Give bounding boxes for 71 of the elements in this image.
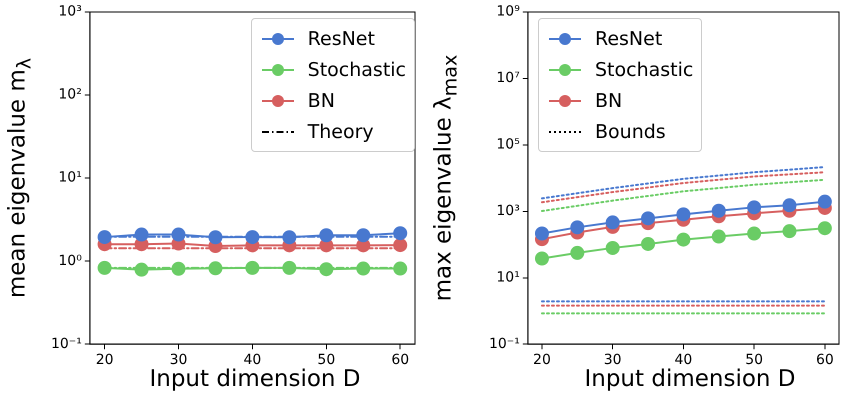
point: [98, 260, 112, 275]
point: [245, 230, 260, 244]
x-tick-label: 50: [317, 352, 336, 368]
point: [712, 230, 726, 244]
point: [782, 224, 796, 238]
point: [208, 230, 222, 244]
point: [172, 262, 186, 276]
point: [712, 204, 726, 218]
point: [641, 211, 656, 226]
line-series: [540, 166, 826, 200]
y-tick-label: 10⁻¹: [50, 336, 82, 352]
x-tick-label: 20: [533, 352, 551, 368]
point: [676, 207, 690, 222]
point: [356, 228, 370, 242]
legend-label: Bounds: [595, 120, 666, 142]
point: [245, 260, 260, 275]
x-tick-label: 60: [816, 352, 834, 368]
legend-label: Stochastic: [308, 58, 406, 80]
point: [393, 226, 408, 240]
x-tick-label: 50: [745, 352, 764, 368]
y-tick-label: 10⁷: [496, 70, 520, 86]
point: [782, 198, 796, 212]
legend-label: BN: [308, 90, 335, 112]
point: [818, 194, 832, 209]
line-series: [540, 171, 826, 204]
point: [208, 261, 222, 276]
point: [676, 232, 690, 247]
point: [282, 230, 296, 244]
x-tick-label: 60: [391, 352, 410, 368]
y-tick-label: 10³: [496, 202, 520, 219]
point: [641, 236, 656, 251]
legend-label: ResNet: [308, 28, 375, 50]
line-series: [540, 178, 826, 212]
legend-label: ResNet: [595, 28, 662, 50]
point: [570, 220, 584, 234]
point: [282, 260, 296, 275]
legend-label: Stochastic: [595, 58, 694, 80]
y-tick-label: 10⁰: [58, 252, 82, 269]
point: [393, 262, 408, 276]
x-axis-title: Input dimension D: [149, 366, 361, 392]
y-tick-label: 10³: [58, 4, 82, 20]
x-tick-label: 30: [604, 352, 622, 368]
point: [319, 262, 334, 276]
y-tick-label: 10⁹: [496, 4, 520, 20]
point: [606, 240, 620, 255]
point: [393, 238, 408, 252]
y-tick-label: 10⁻¹: [488, 336, 520, 352]
x-tick-label: 30: [170, 352, 188, 368]
point: [606, 215, 620, 230]
point: [98, 230, 112, 244]
point: [172, 228, 186, 242]
point: [747, 226, 762, 240]
y-tick-label: 10⁵: [496, 136, 520, 153]
x-tick-label: 40: [243, 352, 262, 368]
y-tick-label: 10¹: [58, 170, 82, 186]
legend-label: Theory: [308, 120, 374, 142]
point: [134, 262, 149, 277]
x-axis-title: Input dimension D: [584, 366, 796, 392]
point: [534, 226, 549, 240]
point: [356, 262, 370, 276]
point: [319, 228, 334, 242]
y-tick-label: 10²: [58, 86, 82, 103]
point: [818, 221, 832, 236]
y-tick-label: 10¹: [496, 269, 520, 286]
point: [570, 246, 584, 260]
x-tick-label: 40: [674, 352, 692, 368]
point: [134, 228, 149, 242]
legend-label: BN: [595, 90, 622, 112]
x-tick-label: 20: [96, 352, 114, 368]
point: [534, 252, 549, 266]
point: [747, 200, 762, 214]
